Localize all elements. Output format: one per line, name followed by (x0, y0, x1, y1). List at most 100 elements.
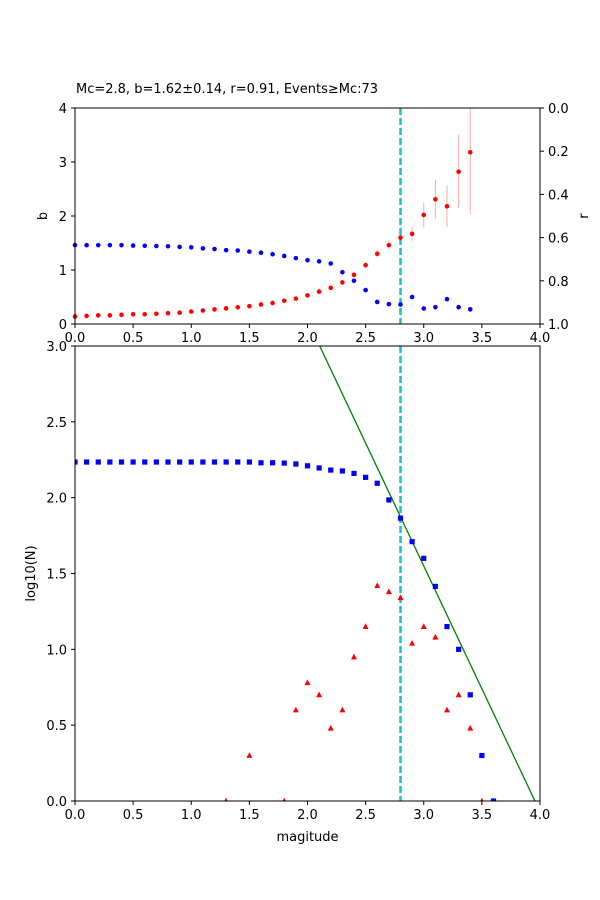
x-tick-label: 1.5 (239, 331, 260, 346)
r-value-point (270, 251, 275, 257)
r-value-point (177, 244, 182, 250)
b-value-point (351, 272, 357, 278)
x-tick-label: 0.5 (123, 331, 144, 346)
r-value-point (165, 243, 171, 249)
b-value-point (177, 310, 182, 315)
cumulative-count-point (84, 459, 90, 465)
b-value-point (200, 308, 206, 313)
r-value-point (258, 250, 264, 256)
r-value-point (340, 269, 345, 275)
r-value-point (142, 243, 148, 249)
incremental-count-point (292, 706, 299, 713)
x-tick-label: 3.0 (413, 808, 434, 823)
cumulative-count-point (479, 752, 485, 759)
b-value-point (421, 212, 427, 218)
r-value-point (433, 304, 438, 310)
b-value-point (165, 310, 171, 316)
incremental-count-point (316, 691, 323, 698)
b-value-point (119, 312, 124, 318)
cumulative-count-point (490, 798, 497, 801)
b-value-point (270, 300, 275, 306)
r-value-point (212, 246, 217, 252)
cumulative-count-point (374, 480, 380, 486)
cumulative-count-point (270, 460, 276, 466)
x-tick-label: 3.0 (413, 331, 434, 346)
x-tick-label: 1.5 (239, 808, 260, 823)
r-value-point (84, 242, 89, 248)
r-value-point (351, 278, 357, 284)
y-tick-label: 2 (59, 210, 67, 225)
cumulative-count-point (235, 459, 241, 465)
x-tick-label: 4.0 (530, 808, 551, 823)
cumulative-count-point (386, 497, 392, 503)
incremental-count-point (351, 653, 357, 660)
cumulative-count-point (316, 465, 322, 471)
cumulative-count-point (223, 459, 229, 465)
r-value-point (281, 253, 287, 259)
y-tick-label: 0 (59, 318, 67, 333)
incremental-count-point (480, 797, 484, 801)
b-value-point (444, 203, 450, 209)
x-tick-label: 2.5 (355, 808, 376, 823)
y-tick-label: 2.5 (46, 416, 67, 431)
r-value-point (188, 245, 194, 250)
r-value-point (467, 307, 473, 312)
cumulative-count-point (293, 461, 299, 467)
incremental-count-point (246, 752, 253, 758)
y2-tick-label: 1.0 (548, 318, 569, 333)
b-value-point (456, 169, 461, 175)
r-value-point (386, 301, 392, 307)
y-tick-label: 2.0 (46, 492, 67, 507)
b-value-point (247, 303, 252, 309)
b-value-point (142, 311, 148, 317)
r-value-point (421, 306, 427, 311)
x-tick-label: 2.0 (297, 808, 318, 823)
b-value-point (409, 231, 415, 237)
x-tick-label: 2.0 (297, 331, 318, 346)
r-value-point (200, 246, 206, 251)
r-value-point (409, 294, 415, 300)
cumulative-count-point (142, 459, 148, 465)
top-b-r-plot: 0.0 0.5 1.0 1.5 2.0 2.5 3.0 3.5 4.0 0 1 2 3 4 0.0 0.2 0.… (36, 82, 592, 346)
x-tick-label: 3.5 (472, 808, 493, 823)
plot-area (75, 346, 536, 801)
cumulative-count-point (351, 470, 357, 476)
y-tick-label: 1 (59, 264, 67, 279)
x-tick-label: 1.0 (181, 808, 202, 823)
y-tick-label: 0.0 (46, 795, 67, 810)
b-value-point (281, 298, 287, 304)
x-tick-label: 0.5 (123, 808, 144, 823)
r-value-point (235, 248, 241, 253)
incremental-count-point (444, 706, 450, 713)
b-value-point (223, 306, 229, 311)
r-value-point (95, 242, 101, 248)
cumulative-count-point (107, 459, 113, 465)
incremental-count-point (385, 588, 392, 595)
cumulative-count-point (211, 459, 218, 465)
b-value-point (130, 311, 136, 317)
cumulative-count-point (281, 460, 287, 466)
b-value-point (293, 296, 299, 301)
cumulative-count-point (75, 459, 78, 465)
y-axis-label: b (36, 212, 51, 220)
b-value-point (84, 313, 89, 319)
incremental-count-point (362, 623, 369, 629)
cumulative-count-point (95, 459, 101, 465)
b-value-point (316, 289, 322, 294)
x-tick-label: 1.0 (181, 331, 202, 346)
x-tick-label: 0.0 (65, 808, 86, 823)
incremental-count-point (304, 679, 311, 686)
cumulative-count-point (328, 467, 334, 473)
incremental-count-point (339, 706, 346, 713)
r-value-point (130, 243, 136, 248)
r-value-point (316, 259, 322, 264)
r-value-point (293, 255, 299, 261)
r-value-point (154, 243, 159, 249)
cumulative-count-point (363, 474, 369, 480)
cumulative-count-point (409, 539, 415, 545)
y2-tick-label: 0.2 (548, 145, 569, 160)
r-value-point (305, 257, 310, 263)
y2-tick-label: 0.4 (548, 188, 569, 203)
x-tick-label: 0.0 (65, 331, 86, 346)
incremental-count-point (420, 623, 427, 629)
